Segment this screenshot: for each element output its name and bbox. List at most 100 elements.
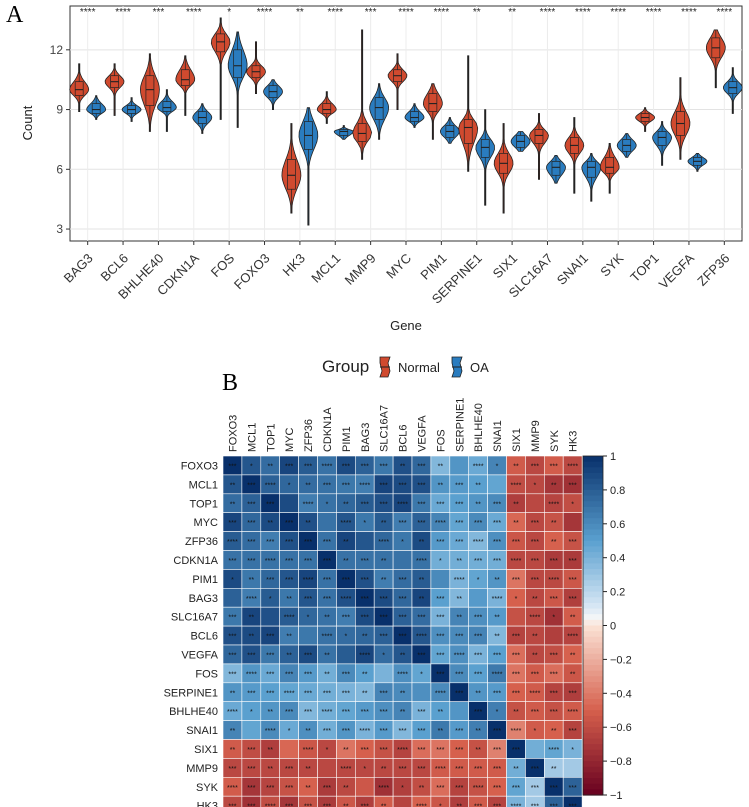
x-tick-label: MMP9 [342,251,379,288]
colorbar-tick-label: −0.8 [610,756,632,768]
colorbar-segment [583,761,603,768]
significance-marker: * [420,671,423,678]
significance-label: * [227,7,231,18]
row-label: MYC [194,517,219,529]
heatmap-cell [354,776,375,797]
significance-marker: ** [230,728,236,735]
significance-marker: *** [304,463,312,470]
significance-marker: *** [398,615,406,622]
violin-box [357,123,367,142]
significance-marker: ** [551,520,557,527]
significance-marker: * [515,596,518,603]
violin-box [428,93,438,112]
significance-label: **** [575,7,591,18]
significance-marker: **** [284,615,295,622]
significance-marker: *** [247,539,255,546]
y-tick-label: 6 [56,162,63,176]
significance-marker: *** [455,747,463,754]
column-label: FOS [435,429,447,452]
significance-marker: ** [475,690,481,697]
significance-marker: ** [532,634,538,641]
significance-marker: *** [342,463,350,470]
column-label: CDKN1A [322,407,334,452]
significance-marker: **** [510,482,521,489]
significance-marker: * [496,463,499,470]
significance-marker: *** [512,652,520,659]
colorbar-segment [583,619,603,627]
row-label: HK3 [197,801,218,807]
significance-label: *** [365,7,377,18]
significance-marker: ** [230,747,236,754]
significance-marker: ** [400,709,406,716]
significance-marker: *** [247,690,255,697]
significance-marker: ** [457,615,463,622]
significance-label: **** [646,7,662,18]
x-tick-label: BAG3 [61,251,96,286]
significance-marker: **** [416,634,427,641]
significance-marker: *** [285,463,293,470]
significance-marker: **** [510,728,521,735]
significance-marker: ** [230,501,236,508]
significance-marker: *** [304,690,312,697]
colorbar-segment [583,636,603,644]
significance-marker: *** [247,558,255,565]
significance-marker: *** [361,596,369,603]
significance-marker: ** [551,766,557,773]
significance-marker: * [401,539,404,546]
significance-marker: ** [438,463,444,470]
colorbar-tick-label: 1 [610,451,616,463]
significance-marker: * [382,652,385,659]
significance-label: **** [717,7,733,18]
legend: Group Normal OA [322,356,489,378]
significance-marker: *** [228,463,236,470]
significance-marker: ** [230,482,236,489]
heatmap-cell [298,625,318,646]
significance-marker: **** [284,690,295,697]
significance-marker: *** [550,709,558,716]
significance-marker: * [401,785,404,792]
significance-marker: **** [567,709,578,716]
significance-marker: ** [551,539,557,546]
significance-marker: **** [397,671,408,678]
colorbar-tick-label: −0.6 [610,722,632,734]
significance-marker: ** [268,747,274,754]
colorbar-segment [583,778,603,785]
significance-marker: ** [438,482,444,489]
significance-marker: *** [228,766,236,773]
significance-marker: *** [342,482,350,489]
colorbar-segment [583,540,603,547]
significance-marker: ** [494,615,500,622]
colorbar-tick-label: 0.8 [610,485,625,497]
heatmap-cell [487,474,507,495]
significance-marker: *** [569,482,577,489]
heatmap-cell [317,512,337,532]
significance-marker: *** [266,690,274,697]
column-label: FOXO3 [227,415,239,452]
significance-marker: *** [361,558,369,565]
significance-marker: *** [380,615,388,622]
significance-label: ** [473,7,481,18]
significance-marker: ** [324,671,330,678]
significance-marker: *** [569,558,577,565]
heatmap-cell [222,587,243,608]
significance-marker: *** [493,804,501,807]
significance-marker: * [496,709,499,716]
significance-marker: *** [323,558,331,565]
significance-marker: ** [343,804,349,807]
significance-marker: * [288,482,291,489]
significance-marker: ** [249,634,255,641]
violin-box [480,139,490,158]
colorbar-tick-label: −0.4 [610,688,632,700]
colorbar-segment [583,749,603,757]
significance-marker: *** [266,671,274,678]
legend-normal-label: Normal [398,360,440,375]
significance-label: **** [257,7,273,18]
significance-marker: *** [531,577,539,584]
x-tick-label: ZFP36 [694,251,732,289]
violin-box [534,129,544,144]
colorbar-segment [583,467,603,474]
significance-marker: *** [247,804,255,807]
colorbar-segment [583,755,603,762]
significance-marker: *** [266,501,274,508]
heatmap-cell [392,550,413,570]
